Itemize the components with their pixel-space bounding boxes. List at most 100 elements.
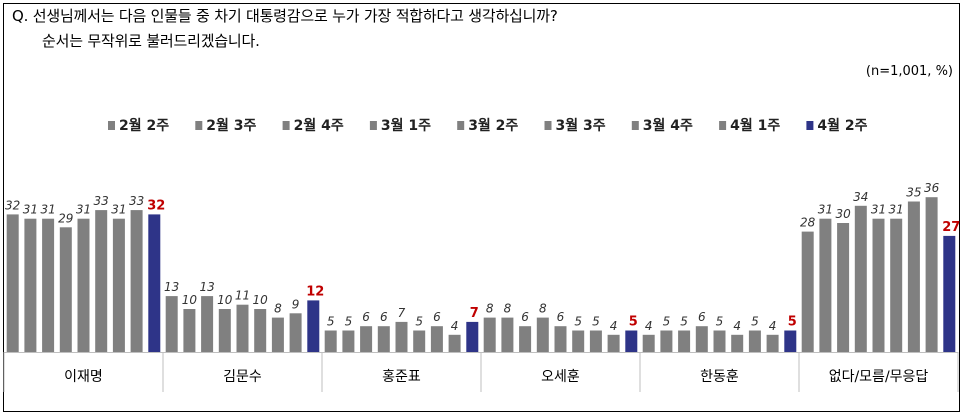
bar (536, 317, 549, 352)
data-label: 5 (716, 315, 724, 329)
data-label: 5 (415, 315, 423, 329)
data-label: 33 (129, 194, 144, 208)
bar (925, 197, 938, 352)
data-label: 4 (769, 319, 777, 333)
data-label: 29 (58, 211, 73, 225)
bar (377, 326, 390, 352)
legend-label: 4월 1주 (730, 117, 780, 134)
bar (165, 296, 178, 352)
bar (642, 334, 655, 352)
bar (872, 218, 885, 352)
legend-label: 3월 4주 (643, 117, 693, 134)
category-label: 한동훈 (700, 369, 739, 385)
category-label: 홍준표 (382, 369, 421, 385)
data-label: 6 (380, 310, 388, 324)
data-label: 5 (592, 315, 600, 329)
data-label: 13 (164, 280, 179, 294)
data-label: 27 (942, 220, 960, 235)
data-label: 31 (111, 203, 126, 217)
bar (519, 326, 532, 352)
data-label: 31 (818, 203, 833, 217)
bar (678, 330, 691, 352)
category-label: 오세훈 (541, 369, 580, 385)
data-label: 8 (486, 302, 494, 316)
bar (24, 218, 37, 352)
data-label: 6 (521, 310, 529, 324)
legend-swatch (631, 121, 639, 130)
bar (236, 304, 249, 352)
bar (589, 330, 602, 352)
bar (148, 214, 161, 352)
bar (854, 205, 867, 352)
bar (837, 223, 850, 352)
legend-swatch (282, 121, 290, 130)
bar (307, 300, 320, 352)
bar (907, 201, 920, 352)
data-label: 31 (889, 203, 904, 217)
data-label: 31 (23, 203, 38, 217)
category-label: 이재명 (64, 369, 103, 385)
category-label: 없다/모름/무응답 (829, 369, 929, 385)
legend-label: 4월 2주 (817, 117, 867, 134)
legend-swatch (195, 121, 203, 130)
question-line-2: 순서는 무작위로 불러드리겠습니다. (42, 32, 260, 50)
bar (448, 334, 461, 352)
data-label: 32 (147, 198, 165, 213)
bar (607, 334, 620, 352)
bar (660, 330, 673, 352)
data-label: 13 (199, 280, 214, 294)
data-label: 34 (853, 190, 868, 204)
data-label: 30 (835, 207, 851, 221)
data-label: 12 (306, 284, 324, 299)
data-label: 6 (557, 310, 565, 324)
data-label: 7 (470, 306, 479, 321)
bar (890, 218, 903, 352)
bar (466, 321, 479, 352)
bar (801, 231, 814, 352)
data-label: 31 (76, 203, 91, 217)
data-label: 9 (292, 297, 300, 311)
data-label: 5 (629, 315, 638, 330)
sample-size-note: (n=1,001, %) (865, 64, 953, 79)
data-label: 5 (663, 315, 671, 329)
legend-swatch (719, 121, 727, 130)
bar (130, 210, 143, 352)
bar (819, 218, 832, 352)
bar (77, 218, 90, 352)
legend-swatch (544, 121, 552, 130)
data-label: 8 (539, 302, 547, 316)
data-label: 8 (504, 302, 512, 316)
data-label: 6 (433, 310, 441, 324)
category-label: 김문수 (223, 369, 262, 385)
bar (784, 330, 797, 352)
legend-swatch (457, 121, 465, 130)
data-label: 5 (345, 315, 353, 329)
bar (943, 235, 956, 352)
bar (289, 313, 302, 352)
bar (501, 317, 514, 352)
data-label: 5 (788, 315, 797, 330)
chart-frame (3, 3, 960, 412)
bar (6, 214, 19, 352)
bar (625, 330, 638, 352)
data-label: 6 (698, 310, 706, 324)
legend-label: 2월 3주 (206, 117, 256, 134)
data-label: 11 (235, 289, 250, 303)
data-label: 8 (274, 302, 282, 316)
bar (748, 330, 761, 352)
legend-label: 2월 4주 (294, 117, 344, 134)
data-label: 5 (574, 315, 582, 329)
bar (254, 309, 267, 352)
bar (342, 330, 355, 352)
bar (59, 227, 72, 352)
bar (112, 218, 125, 352)
legend-label: 3월 2주 (468, 117, 518, 134)
data-label: 32 (5, 198, 20, 212)
bar (713, 330, 726, 352)
data-label: 4 (645, 319, 653, 333)
bar (271, 317, 284, 352)
data-label: 28 (800, 216, 816, 230)
bar (731, 334, 744, 352)
legend-swatch (369, 121, 377, 130)
